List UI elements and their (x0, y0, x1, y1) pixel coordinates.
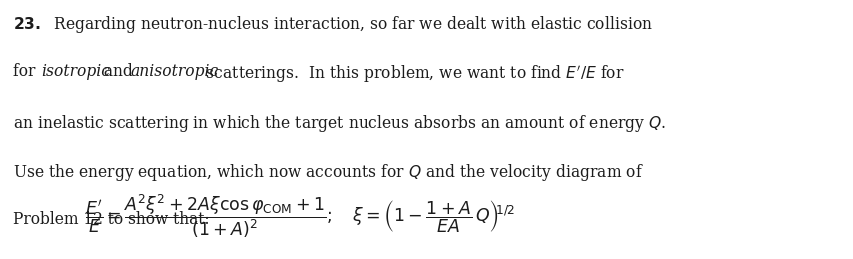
Text: $\mathbf{23.}$  Regarding neutron-nucleus interaction, so far we dealt with elas: $\mathbf{23.}$ Regarding neutron-nucleus… (13, 14, 652, 35)
Text: an inelastic scattering in which the target nucleus absorbs an amount of energy : an inelastic scattering in which the tar… (13, 113, 665, 134)
Text: Problem 12 to show that:: Problem 12 to show that: (13, 211, 209, 228)
Text: isotropic: isotropic (41, 63, 110, 81)
Text: $\dfrac{E'}{E} = \dfrac{A^{2}\xi^{2} + 2A\xi\cos\varphi_{\mathrm{COM}} + 1}{(1+A: $\dfrac{E'}{E} = \dfrac{A^{2}\xi^{2} + 2… (85, 192, 515, 240)
Text: for: for (13, 63, 40, 81)
Text: Use the energy equation, which now accounts for $Q$ and the velocity diagram of: Use the energy equation, which now accou… (13, 162, 643, 183)
Text: scatterings.  In this problem, we want to find $E'/E$ for: scatterings. In this problem, we want to… (200, 63, 624, 84)
Text: and: and (99, 63, 137, 81)
Text: anisotropic: anisotropic (131, 63, 218, 81)
